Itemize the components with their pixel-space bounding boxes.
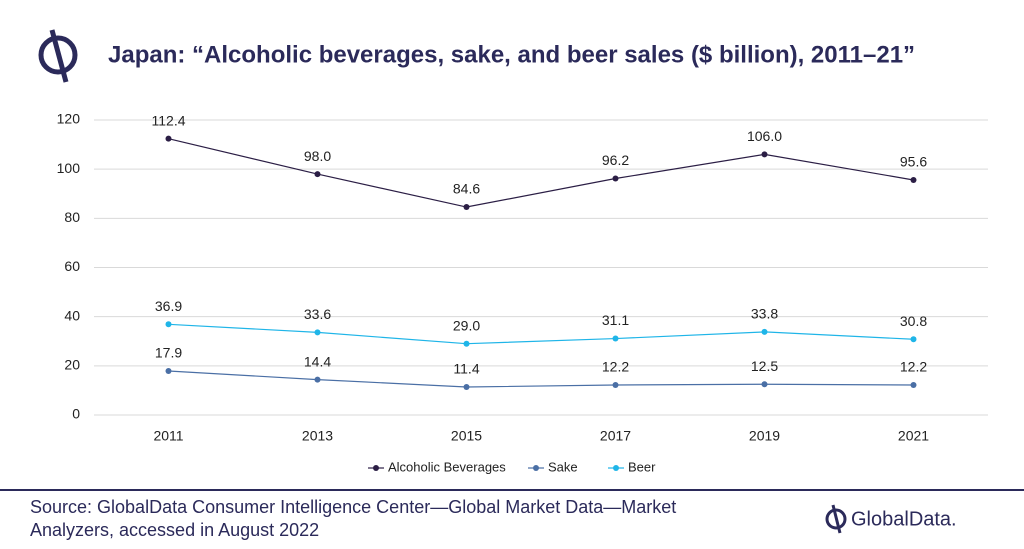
point <box>910 336 917 343</box>
data-label: 98.0 <box>304 148 331 164</box>
point <box>761 151 768 158</box>
data-label: 33.8 <box>751 306 778 322</box>
point <box>463 383 470 390</box>
logo-icon <box>38 29 78 83</box>
data-label: 33.6 <box>304 306 331 322</box>
source-line: Source: GlobalData Consumer Intelligence… <box>30 497 676 517</box>
point <box>612 382 619 389</box>
x-tick-label: 2019 <box>749 428 780 444</box>
legend-marker <box>373 465 379 471</box>
data-label: 30.8 <box>900 313 927 329</box>
y-tick-label: 120 <box>57 111 81 127</box>
legend-label: Sake <box>548 459 578 474</box>
point <box>612 175 619 182</box>
y-tick-label: 0 <box>72 406 80 422</box>
data-label: 17.9 <box>155 345 182 361</box>
y-tick-label: 40 <box>64 307 80 323</box>
data-label: 96.2 <box>602 152 629 168</box>
point <box>761 381 768 388</box>
point <box>612 335 619 342</box>
y-tick-label: 20 <box>64 357 80 373</box>
data-label: 29.0 <box>453 317 480 333</box>
data-label: 14.4 <box>304 353 331 369</box>
series-line <box>168 138 914 208</box>
point <box>165 321 172 328</box>
data-label: 95.6 <box>900 154 927 170</box>
point <box>463 204 470 211</box>
chart-title: Japan: “Alcoholic beverages, sake, and b… <box>108 41 915 68</box>
point <box>910 382 917 389</box>
x-tick-label: 2017 <box>600 428 631 444</box>
point <box>165 135 172 142</box>
data-label: 12.5 <box>751 358 778 374</box>
point <box>314 329 321 336</box>
series-line <box>168 370 914 388</box>
series-line <box>168 323 914 345</box>
point <box>463 340 470 347</box>
x-tick-label: 2015 <box>451 428 482 444</box>
data-label: 84.6 <box>453 181 480 197</box>
data-label: 12.2 <box>900 359 927 375</box>
y-tick-label: 100 <box>57 160 81 176</box>
point <box>314 376 321 383</box>
point <box>761 328 768 335</box>
y-tick-label: 80 <box>64 209 80 225</box>
data-label: 31.1 <box>602 312 629 328</box>
y-tick-label: 60 <box>64 258 80 274</box>
legend-label: Alcoholic Beverages <box>388 459 506 474</box>
logo-mark <box>825 504 847 534</box>
point <box>314 171 321 178</box>
x-tick-label: 2021 <box>898 428 929 444</box>
legend-marker <box>533 465 539 471</box>
data-label: 11.4 <box>453 361 479 377</box>
legend-label: Beer <box>628 459 656 474</box>
data-label: 112.4 <box>152 112 186 128</box>
legend-marker <box>613 465 619 471</box>
data-label: 12.2 <box>602 359 629 375</box>
data-label: 106.0 <box>747 128 782 144</box>
source-line: Analyzers, accessed in August 2022 <box>30 520 319 540</box>
data-label: 36.9 <box>155 298 182 314</box>
x-tick-label: 2011 <box>153 428 183 444</box>
point <box>910 176 917 183</box>
x-tick-label: 2013 <box>302 428 333 444</box>
logo-text: GlobalData. <box>851 508 957 530</box>
point <box>165 367 172 374</box>
